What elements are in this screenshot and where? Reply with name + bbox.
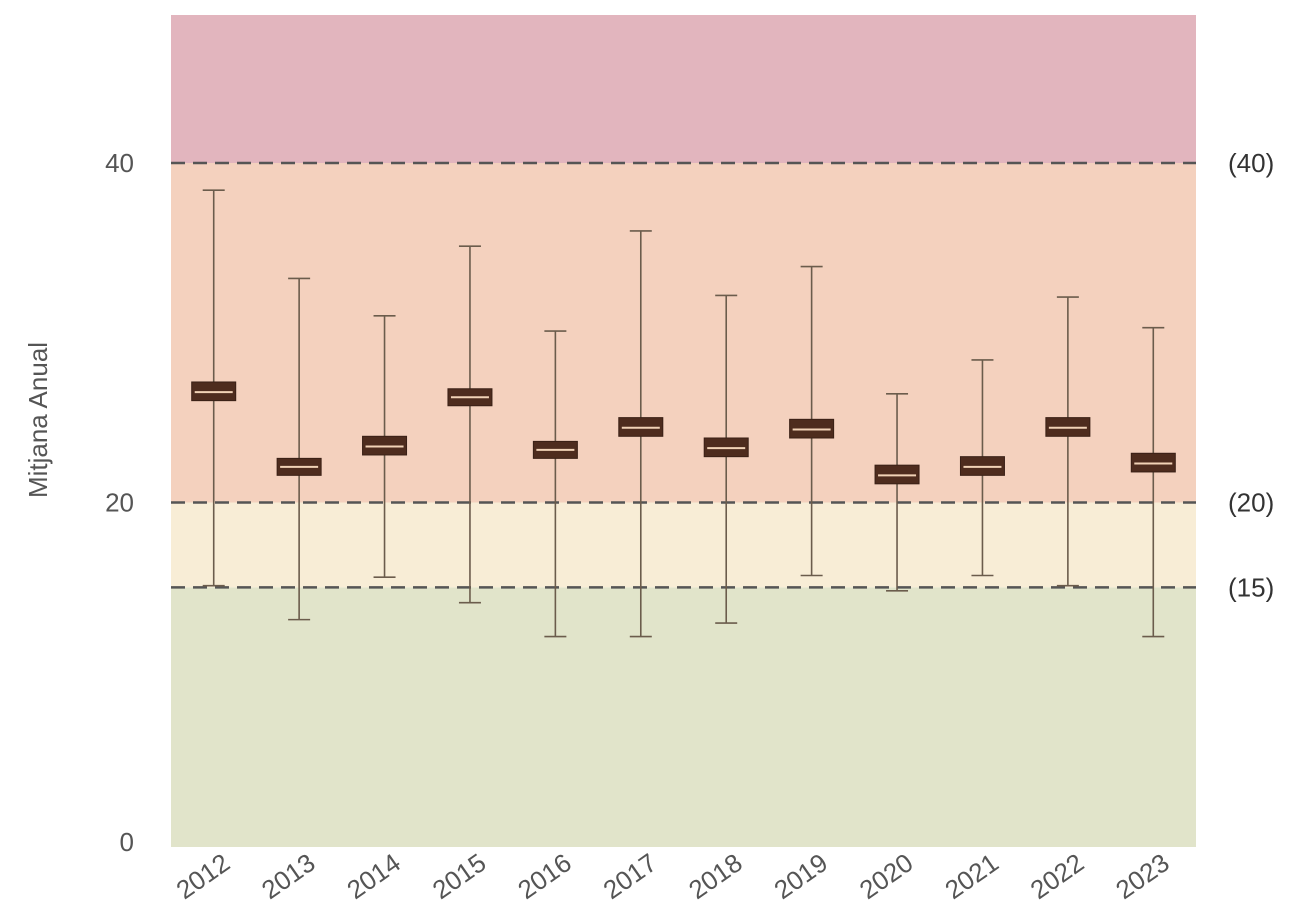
x-tick-2023: 2023 (1110, 847, 1175, 905)
x-axis-ticks: 2012 2013 2014 2015 2016 2017 2018 2019 2020 2021… (171, 847, 1175, 905)
band-3 (171, 15, 1196, 163)
x-tick-2016: 2016 (512, 847, 577, 905)
box-2022 (1045, 296, 1091, 587)
y-axis-label: Mitjana Anual (23, 342, 53, 498)
reference-labels: (40) (20) (15) (1228, 148, 1274, 602)
x-tick-2020: 2020 (854, 847, 919, 905)
reference-label-15: (15) (1228, 572, 1274, 602)
box-2012 (191, 189, 237, 587)
background-bands (171, 15, 1196, 847)
x-tick-2022: 2022 (1025, 847, 1090, 905)
boxplots (191, 189, 1176, 638)
x-tick-2012: 2012 (171, 847, 236, 905)
x-tick-2017: 2017 (598, 847, 663, 905)
band-2 (171, 163, 1196, 503)
reference-label-40: (40) (1228, 148, 1274, 178)
band-1 (171, 502, 1196, 588)
x-tick-2014: 2014 (341, 847, 406, 905)
box-2023 (1130, 326, 1176, 638)
box-2013 (276, 277, 322, 621)
y-tick-0: 0 (120, 827, 134, 857)
box-2015 (447, 245, 493, 604)
x-tick-2019: 2019 (768, 847, 833, 905)
reference-label-20: (20) (1228, 488, 1274, 518)
box-2021 (959, 359, 1005, 577)
box-2020 (874, 393, 920, 592)
x-tick-2018: 2018 (683, 847, 748, 905)
band-0 (171, 587, 1196, 847)
reference-lines (171, 161, 1196, 589)
y-tick-20: 20 (105, 488, 134, 518)
box-2019 (789, 265, 835, 577)
box-2017 (618, 230, 664, 638)
y-axis-ticks: 0 20 40 (105, 148, 134, 857)
box-2018 (703, 294, 749, 624)
x-tick-2015: 2015 (427, 847, 492, 905)
x-tick-2021: 2021 (939, 847, 1004, 905)
y-tick-40: 40 (105, 148, 134, 178)
box-2016 (532, 330, 578, 638)
box-2014 (362, 314, 408, 578)
x-tick-2013: 2013 (256, 847, 321, 905)
